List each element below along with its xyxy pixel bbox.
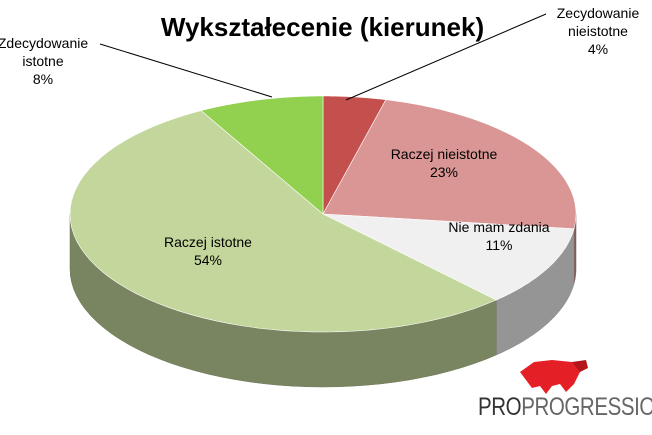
category-label: Zecydowanie nieistotne [556, 5, 640, 39]
data-label: Raczej nieistotne 23% [374, 145, 514, 181]
data-label: Zecydowanie nieistotne 4% [553, 4, 643, 58]
leader-line [99, 43, 273, 98]
data-label: Nie mam zdania 11% [434, 218, 564, 254]
value-label: 11% [485, 237, 513, 253]
leader-line [345, 13, 547, 101]
value-label: 54% [193, 252, 223, 268]
data-label: Zdecydowanie istotne 8% [0, 34, 93, 88]
slice [322, 213, 575, 301]
category-label: Raczej istotne [164, 234, 252, 250]
logo-prefix: PRO [478, 393, 522, 421]
category-label: Zdecydowanie istotne [0, 35, 89, 69]
slice [69, 110, 497, 333]
data-label: Raczej istotne 54% [143, 233, 273, 269]
category-label: Nie mam zdania [448, 219, 550, 235]
logo-suffix: PROGRESSIO [521, 393, 652, 421]
slice [322, 99, 577, 230]
chart-title: Wykształecenie (kierunek) [160, 12, 485, 42]
value-label: 8% [32, 71, 54, 87]
value-label: 4% [587, 41, 609, 57]
logo-icon [520, 360, 588, 394]
category-label: Raczej nieistotne [390, 146, 498, 162]
value-label: 23% [429, 164, 459, 180]
pie-top [69, 95, 577, 333]
pie-sides [69, 213, 577, 388]
slice [322, 95, 387, 215]
slice [200, 95, 324, 215]
logo-text: PROPROGRESSIO [478, 393, 652, 422]
